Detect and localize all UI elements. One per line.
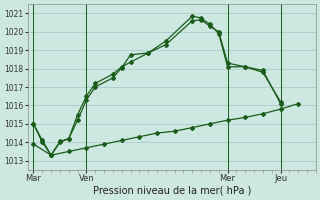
X-axis label: Pression niveau de la mer( hPa ): Pression niveau de la mer( hPa ) (92, 186, 251, 196)
